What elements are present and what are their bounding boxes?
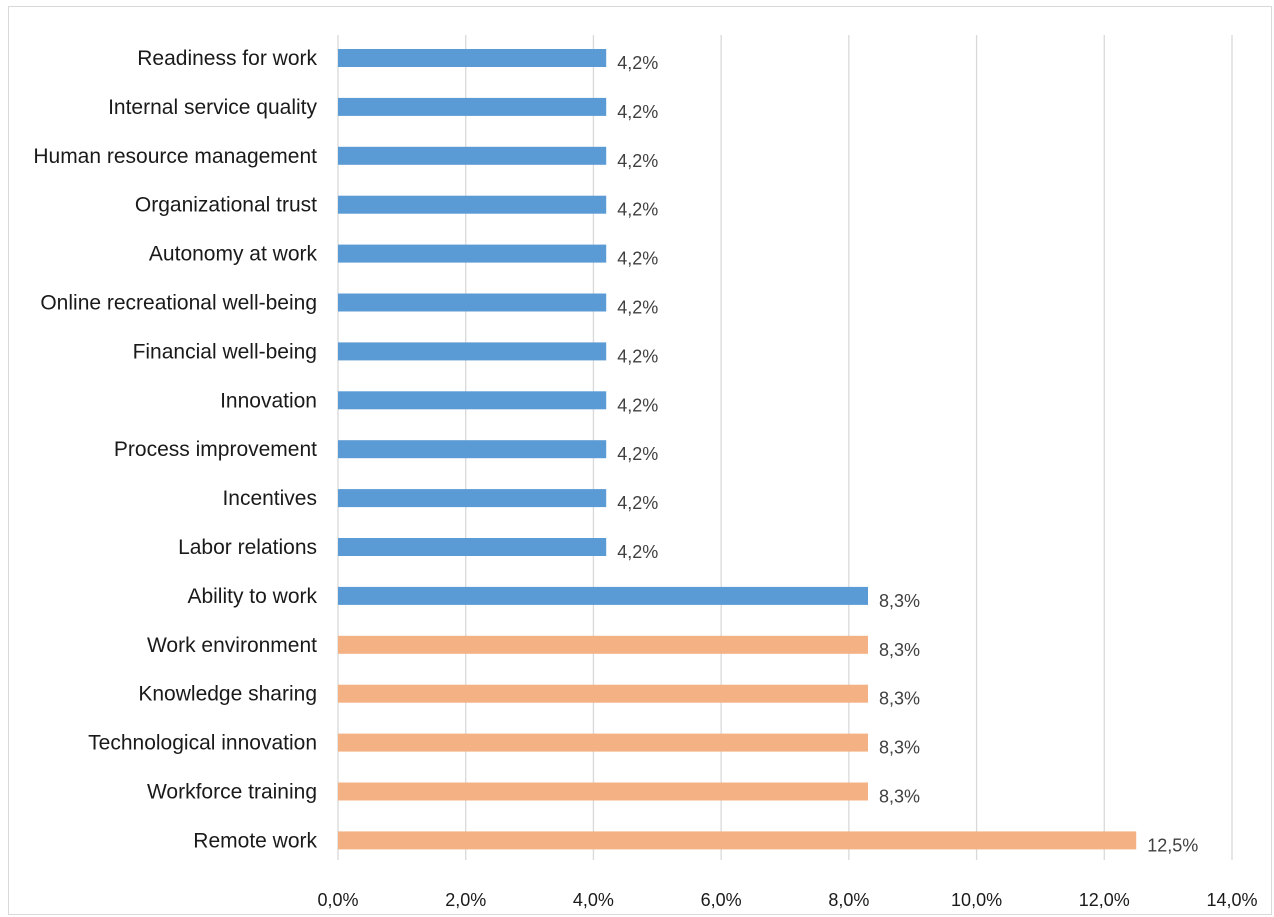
data-label: 4,2%	[617, 200, 658, 220]
bar	[338, 538, 607, 556]
bar	[338, 684, 869, 703]
category-label: Organizational trust	[135, 194, 317, 217]
data-label: 8,3%	[879, 738, 920, 758]
bar	[338, 782, 869, 801]
bar	[338, 586, 869, 605]
data-label: 4,2%	[617, 493, 658, 513]
category-label: Incentives	[222, 487, 317, 510]
data-label: 4,2%	[617, 444, 658, 464]
bar	[338, 489, 607, 508]
x-tick-label: 8,0%	[828, 890, 869, 910]
category-label: Knowledge sharing	[138, 683, 317, 706]
category-label: Human resource management	[33, 145, 317, 168]
category-label: Online recreational well-being	[40, 292, 317, 315]
category-label: Work environment	[147, 634, 317, 657]
bar	[338, 831, 1137, 850]
data-label: 12,5%	[1147, 835, 1198, 855]
bar	[338, 635, 869, 654]
bar	[338, 440, 607, 459]
data-label: 4,2%	[617, 249, 658, 269]
category-label: Internal service quality	[108, 96, 317, 119]
data-label: 4,2%	[617, 542, 658, 562]
category-label: Autonomy at work	[149, 243, 318, 266]
x-tick-label: 14,0%	[1206, 890, 1257, 910]
data-label: 8,3%	[879, 787, 920, 807]
category-label: Readiness for work	[137, 47, 317, 70]
data-label: 4,2%	[617, 298, 658, 318]
bar	[338, 391, 607, 410]
category-label: Labor relations	[178, 536, 317, 559]
category-label: Remote work	[193, 829, 317, 852]
bar	[338, 293, 607, 312]
data-label: 4,2%	[617, 53, 658, 73]
bar	[338, 49, 607, 67]
category-label: Financial well-being	[133, 340, 317, 363]
data-label: 8,3%	[879, 689, 920, 709]
category-label: Innovation	[220, 389, 317, 412]
x-tick-label: 6,0%	[701, 890, 742, 910]
data-label: 4,2%	[617, 102, 658, 122]
bar	[338, 244, 607, 263]
bar	[338, 195, 607, 214]
data-label: 8,3%	[879, 640, 920, 660]
bar	[338, 146, 607, 165]
data-label: 4,2%	[617, 346, 658, 366]
chart-frame	[8, 6, 1272, 915]
data-label: 4,2%	[617, 395, 658, 415]
data-label: 8,3%	[879, 591, 920, 611]
x-tick-label: 4,0%	[573, 890, 614, 910]
category-label: Technological innovation	[88, 732, 317, 755]
x-tick-label: 0,0%	[317, 890, 358, 910]
bar	[338, 733, 869, 752]
x-tick-label: 10,0%	[951, 890, 1002, 910]
category-label: Ability to work	[187, 585, 317, 608]
category-label: Workforce training	[147, 781, 317, 804]
bar	[338, 342, 607, 361]
x-tick-label: 2,0%	[445, 890, 486, 910]
bar	[338, 97, 607, 116]
x-tick-label: 12,0%	[1079, 890, 1130, 910]
data-label: 4,2%	[617, 151, 658, 171]
category-label: Process improvement	[114, 438, 317, 461]
